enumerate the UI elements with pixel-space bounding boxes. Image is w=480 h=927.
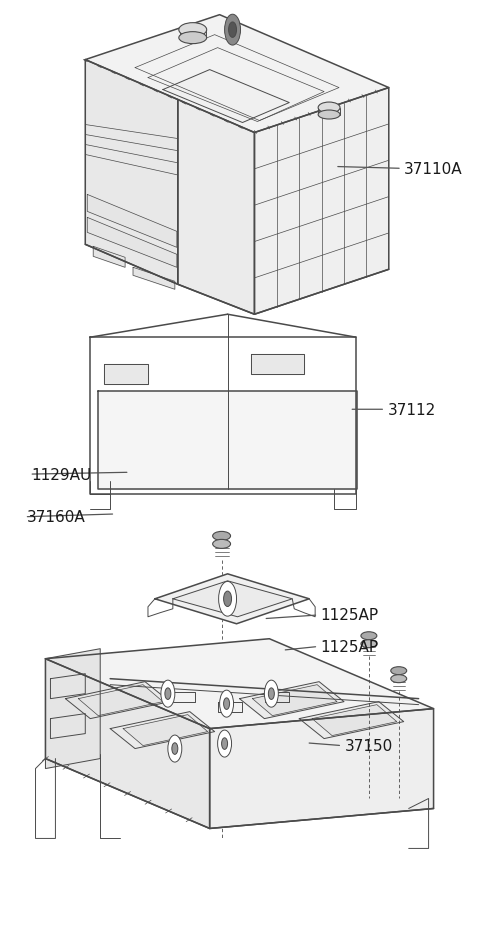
Polygon shape [148, 48, 324, 122]
Polygon shape [299, 702, 404, 739]
Circle shape [165, 688, 171, 700]
Ellipse shape [318, 103, 340, 114]
Polygon shape [46, 639, 433, 729]
Polygon shape [252, 685, 337, 716]
Circle shape [224, 698, 229, 710]
Ellipse shape [391, 667, 407, 675]
Ellipse shape [179, 23, 207, 38]
Circle shape [264, 680, 278, 707]
Circle shape [220, 691, 234, 717]
Text: 37160A: 37160A [27, 510, 86, 525]
Polygon shape [65, 682, 170, 718]
Circle shape [217, 730, 231, 757]
Polygon shape [87, 218, 177, 268]
Text: 37150: 37150 [345, 738, 393, 754]
Ellipse shape [318, 111, 340, 120]
Text: 37110A: 37110A [404, 161, 463, 177]
Polygon shape [85, 16, 389, 133]
Polygon shape [163, 70, 289, 123]
Text: 1125AP: 1125AP [321, 608, 379, 623]
Text: 1125AP: 1125AP [321, 640, 379, 654]
Text: 1129AU: 1129AU [32, 467, 92, 482]
Ellipse shape [361, 632, 377, 640]
Polygon shape [123, 715, 208, 746]
Polygon shape [240, 682, 344, 718]
Polygon shape [173, 581, 292, 617]
Polygon shape [155, 574, 309, 624]
Circle shape [228, 23, 237, 38]
Polygon shape [46, 659, 210, 829]
Polygon shape [178, 100, 254, 315]
Polygon shape [252, 355, 304, 375]
Polygon shape [110, 712, 215, 749]
Text: 37112: 37112 [387, 402, 436, 417]
Ellipse shape [361, 640, 377, 648]
Polygon shape [98, 392, 357, 489]
Polygon shape [210, 709, 433, 829]
Circle shape [224, 591, 231, 607]
Circle shape [161, 680, 175, 707]
Polygon shape [46, 649, 100, 768]
Ellipse shape [391, 675, 407, 683]
Polygon shape [312, 705, 397, 736]
Polygon shape [133, 268, 175, 290]
Ellipse shape [213, 540, 230, 549]
Polygon shape [85, 60, 178, 285]
Polygon shape [104, 364, 148, 385]
Polygon shape [87, 196, 177, 248]
Ellipse shape [179, 32, 207, 44]
Polygon shape [78, 685, 163, 716]
Circle shape [172, 743, 178, 755]
Circle shape [168, 735, 182, 762]
Circle shape [225, 15, 240, 46]
Circle shape [218, 582, 237, 616]
Circle shape [268, 688, 275, 700]
Polygon shape [254, 88, 389, 315]
Polygon shape [93, 248, 125, 268]
Circle shape [222, 738, 228, 750]
Polygon shape [135, 35, 339, 121]
Ellipse shape [213, 532, 230, 540]
